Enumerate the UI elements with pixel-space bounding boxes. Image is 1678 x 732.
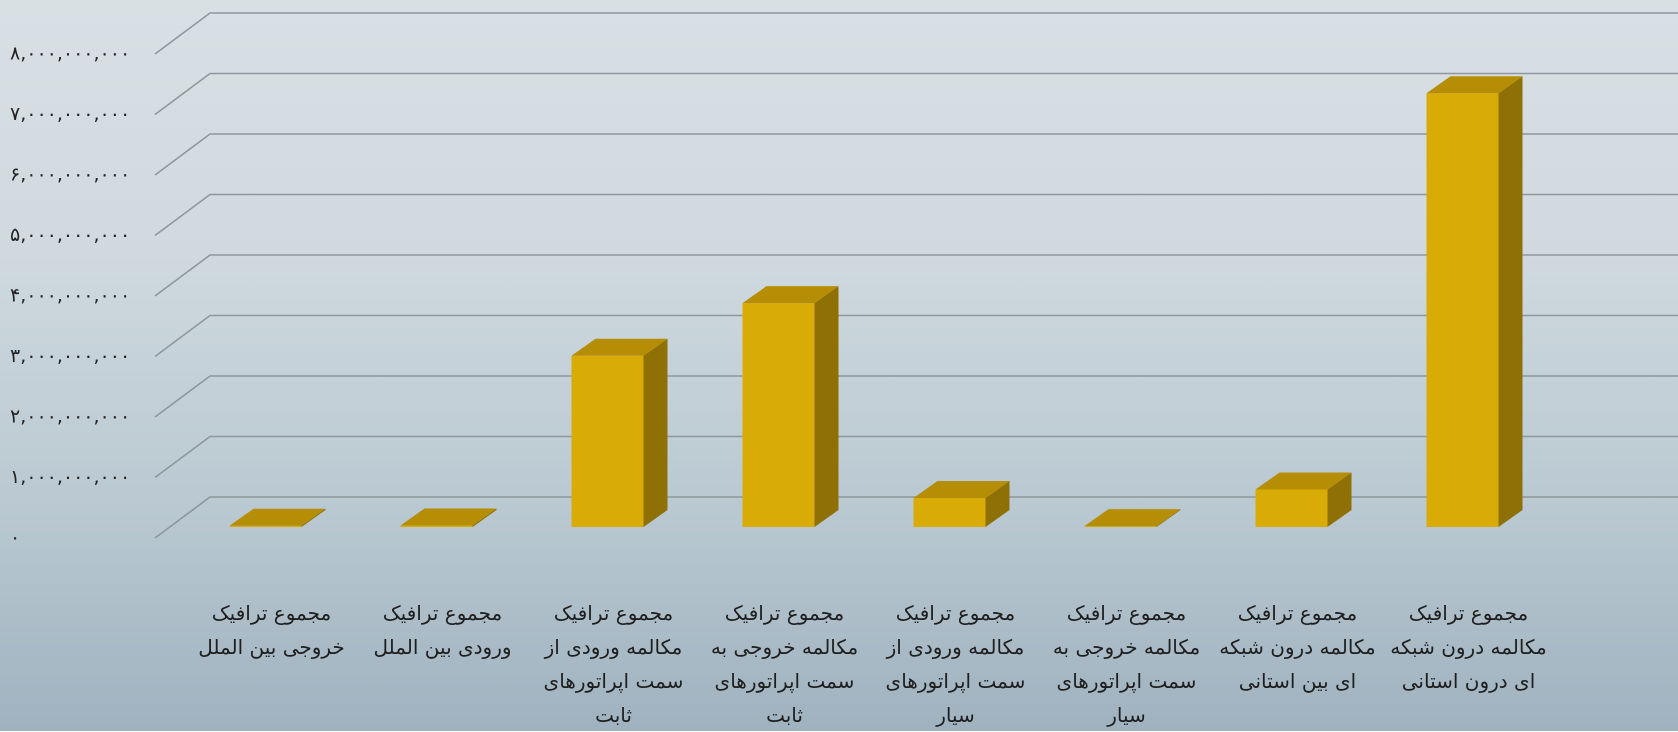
bar-side [1498, 76, 1523, 527]
grid-line [154, 133, 1678, 176]
bar-side [1327, 472, 1352, 527]
bar-side [985, 480, 1010, 527]
y-tick-label: ۶,۰۰۰,۰۰۰,۰۰۰ [10, 164, 130, 186]
bar-front [400, 525, 473, 527]
bar [229, 508, 326, 527]
x-tick-label: مجموع ترافیک مکالمه خروجی به سمت اپراتور… [1052, 601, 1201, 727]
y-tick-label: ۴,۰۰۰,۰۰۰,۰۰۰ [10, 285, 130, 307]
grid-line [154, 254, 1678, 297]
y-tick-label: ۷,۰۰۰,۰۰۰,۰۰۰ [10, 103, 130, 125]
x-tick-label: مجموع ترافیک مکالمه درون شبکه ای درون اس… [1390, 601, 1547, 693]
bar [571, 338, 668, 527]
bar-side [814, 286, 839, 527]
bar-top [1426, 76, 1523, 94]
bar [913, 480, 1010, 527]
bar-side [643, 338, 668, 527]
grid-line [154, 435, 1678, 479]
x-tick-label: مجموع ترافیک ورودی بین الملل [373, 601, 512, 659]
bar [400, 508, 497, 527]
bar-side [301, 508, 326, 527]
bar-front [571, 355, 644, 527]
bar-front [1084, 526, 1157, 527]
bar-top [913, 480, 1010, 498]
grid-line [154, 375, 1678, 418]
y-tick-label: ۵,۰۰۰,۰۰۰,۰۰۰ [10, 224, 130, 246]
y-tick-label: ۰ [10, 527, 20, 549]
bar-front [742, 303, 815, 527]
bar [742, 286, 839, 527]
bar-front [1255, 489, 1328, 527]
bar-front [913, 497, 986, 527]
bar-side [1156, 509, 1181, 527]
y-tick-label: ۲,۰۰۰,۰۰۰,۰۰۰ [10, 406, 130, 428]
bar-top [1084, 509, 1181, 527]
y-tick-label: ۱,۰۰۰,۰۰۰,۰۰۰ [10, 466, 130, 488]
x-tick-label: مجموع ترافیک خروجی بین الملل [198, 601, 345, 659]
x-tick-label: مجموع ترافیک مکالمه درون شبکه ای بین است… [1219, 601, 1376, 693]
y-tick-label: ۸,۰۰۰,۰۰۰,۰۰۰ [10, 43, 130, 65]
bar-top [1255, 472, 1352, 490]
bar-front [1426, 93, 1499, 527]
bar-front [229, 525, 302, 527]
grid-line [154, 12, 1678, 55]
bar-side [472, 508, 497, 527]
bar-top [571, 338, 668, 356]
grid-line [154, 193, 1678, 237]
bar [1084, 509, 1181, 527]
x-tick-label: مجموع ترافیک مکالمه ورودی از سمت اپراتور… [543, 601, 684, 727]
bar [1426, 76, 1523, 527]
y-tick-label: ۳,۰۰۰,۰۰۰,۰۰۰ [10, 345, 130, 367]
bar-top [229, 508, 326, 526]
grid-line [154, 72, 1678, 116]
grid-line [154, 314, 1678, 358]
x-tick-label: مجموع ترافیک مکالمه ورودی از سمت اپراتور… [885, 601, 1026, 727]
grid-line [154, 496, 1678, 539]
bar-top [742, 286, 839, 304]
x-tick-label: مجموع ترافیک مکالمه خروجی به سمت اپراتور… [710, 601, 859, 727]
bar [1255, 472, 1352, 527]
bar-top [400, 508, 497, 526]
